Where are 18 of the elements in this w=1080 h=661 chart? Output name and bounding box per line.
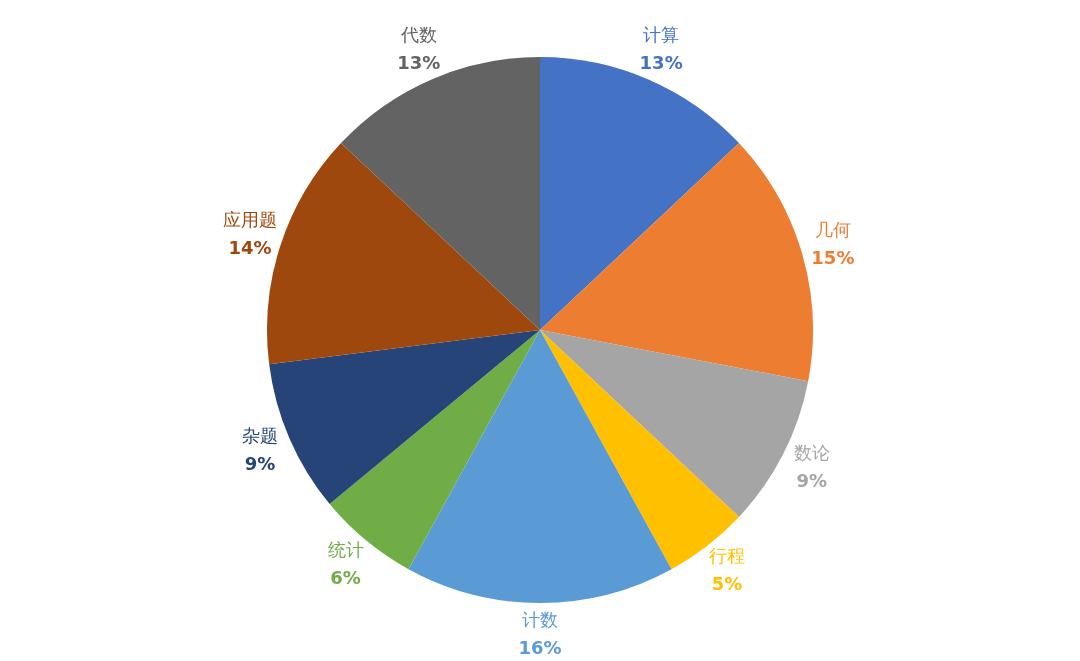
data-label: 14%	[228, 237, 272, 259]
data-label: 9%	[244, 452, 276, 474]
slice-label: 代数	[399, 23, 437, 45]
slice-label: 统计	[327, 538, 364, 560]
slice-label: 计数	[522, 608, 558, 630]
data-label: 15%	[811, 246, 855, 268]
data-label: 13%	[639, 51, 683, 73]
slice-label: 计算	[643, 23, 680, 45]
data-label: 9%	[796, 470, 828, 492]
slice-label: 杂题	[242, 424, 279, 446]
data-label: 5%	[711, 572, 743, 594]
slice-label: 几何	[814, 218, 851, 240]
slice-label: 行程	[708, 544, 745, 566]
data-label: 6%	[330, 566, 361, 588]
slice-label: 数论	[793, 442, 830, 464]
data-label: 16%	[518, 636, 562, 658]
data-label: 13%	[397, 51, 441, 73]
slice-label: 应用题	[222, 209, 277, 231]
